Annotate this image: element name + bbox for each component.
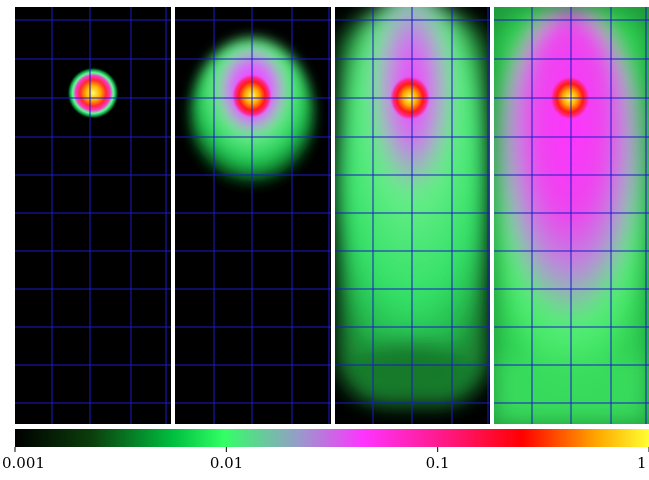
colorbar — [14, 429, 649, 452]
panel-1 — [15, 7, 171, 424]
colorbar-tick-label: 1 — [637, 454, 647, 472]
panel-2 — [175, 7, 331, 424]
colorbar-tick-label: 0.1 — [425, 454, 450, 472]
colorbar-tick-label: 0.001 — [2, 454, 45, 472]
colorbar-gradient — [15, 429, 649, 447]
grid-lines — [15, 7, 649, 424]
colorbar-tick-label: 0.01 — [209, 454, 244, 472]
panel-3 — [335, 7, 491, 424]
panel-separators — [15, 7, 649, 429]
